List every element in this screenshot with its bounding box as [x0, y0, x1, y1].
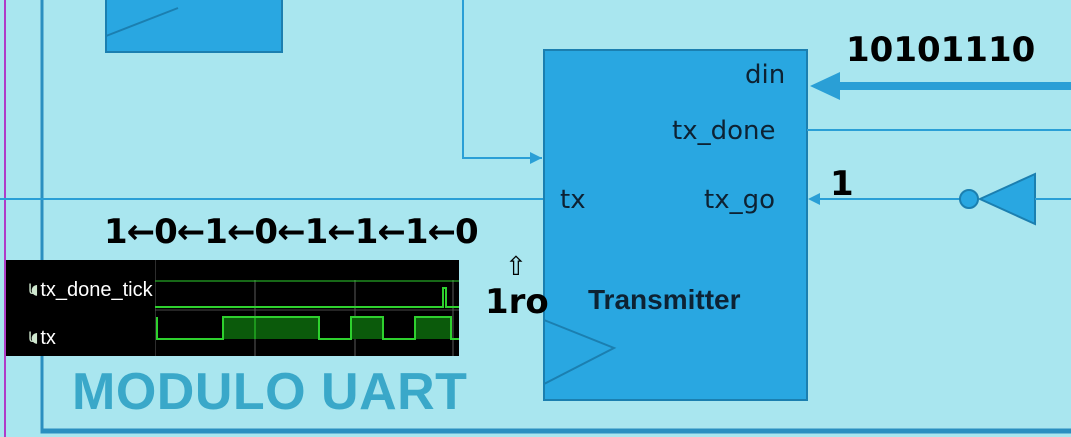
inverter-bubble — [959, 189, 979, 209]
tx-go-value: 1 — [830, 164, 854, 204]
din-arrowhead — [810, 72, 840, 100]
top-left-block-clock — [105, 7, 179, 37]
transmitter-title: Transmitter — [588, 284, 741, 315]
port-tx-label: tx — [560, 185, 586, 215]
wire-top-arrowhead — [530, 152, 542, 164]
port-tx-done-label: tx_done — [672, 116, 776, 146]
signal-icon: Ɩ◖ — [28, 282, 38, 298]
port-tx-go-label: tx_go — [704, 185, 775, 215]
trace-tx — [156, 316, 459, 340]
module-title: MODULO UART — [72, 363, 468, 421]
din-value: 10101110 — [846, 30, 1036, 70]
bit-sequence: 1←0←1←0←1←1←1←0 — [104, 212, 479, 252]
trace-tx-done-tick — [155, 287, 459, 308]
wire-top-to-transmitter — [462, 0, 542, 159]
tx-go-arrowhead — [808, 193, 820, 205]
transmitter-clock-triangle — [543, 319, 617, 385]
tx-high-fill — [415, 317, 451, 339]
signal-row-tx-done-tick: Ɩ◖ tx_done_tick — [6, 266, 158, 314]
waveform-traces — [155, 260, 459, 356]
port-din-label: din — [745, 60, 786, 90]
first-bit-label: 1ro — [485, 282, 549, 322]
tx-high-fill — [223, 317, 319, 339]
waveform-panel: Ɩ◖ tx_done_tick Ɩ◖ tx — [6, 260, 459, 356]
transmitter-block — [543, 49, 808, 401]
tx-high-fill — [351, 317, 383, 339]
signal-icon: Ɩ◖ — [28, 330, 38, 346]
up-arrow-icon: ⇧ — [505, 252, 527, 282]
inverter-triangle — [977, 172, 1036, 226]
top-left-block — [105, 0, 283, 53]
module-border — [40, 0, 1071, 434]
signal-name: tx_done_tick — [40, 278, 153, 301]
signal-row-tx: Ɩ◖ tx — [6, 314, 158, 362]
signal-name: tx — [40, 326, 56, 349]
